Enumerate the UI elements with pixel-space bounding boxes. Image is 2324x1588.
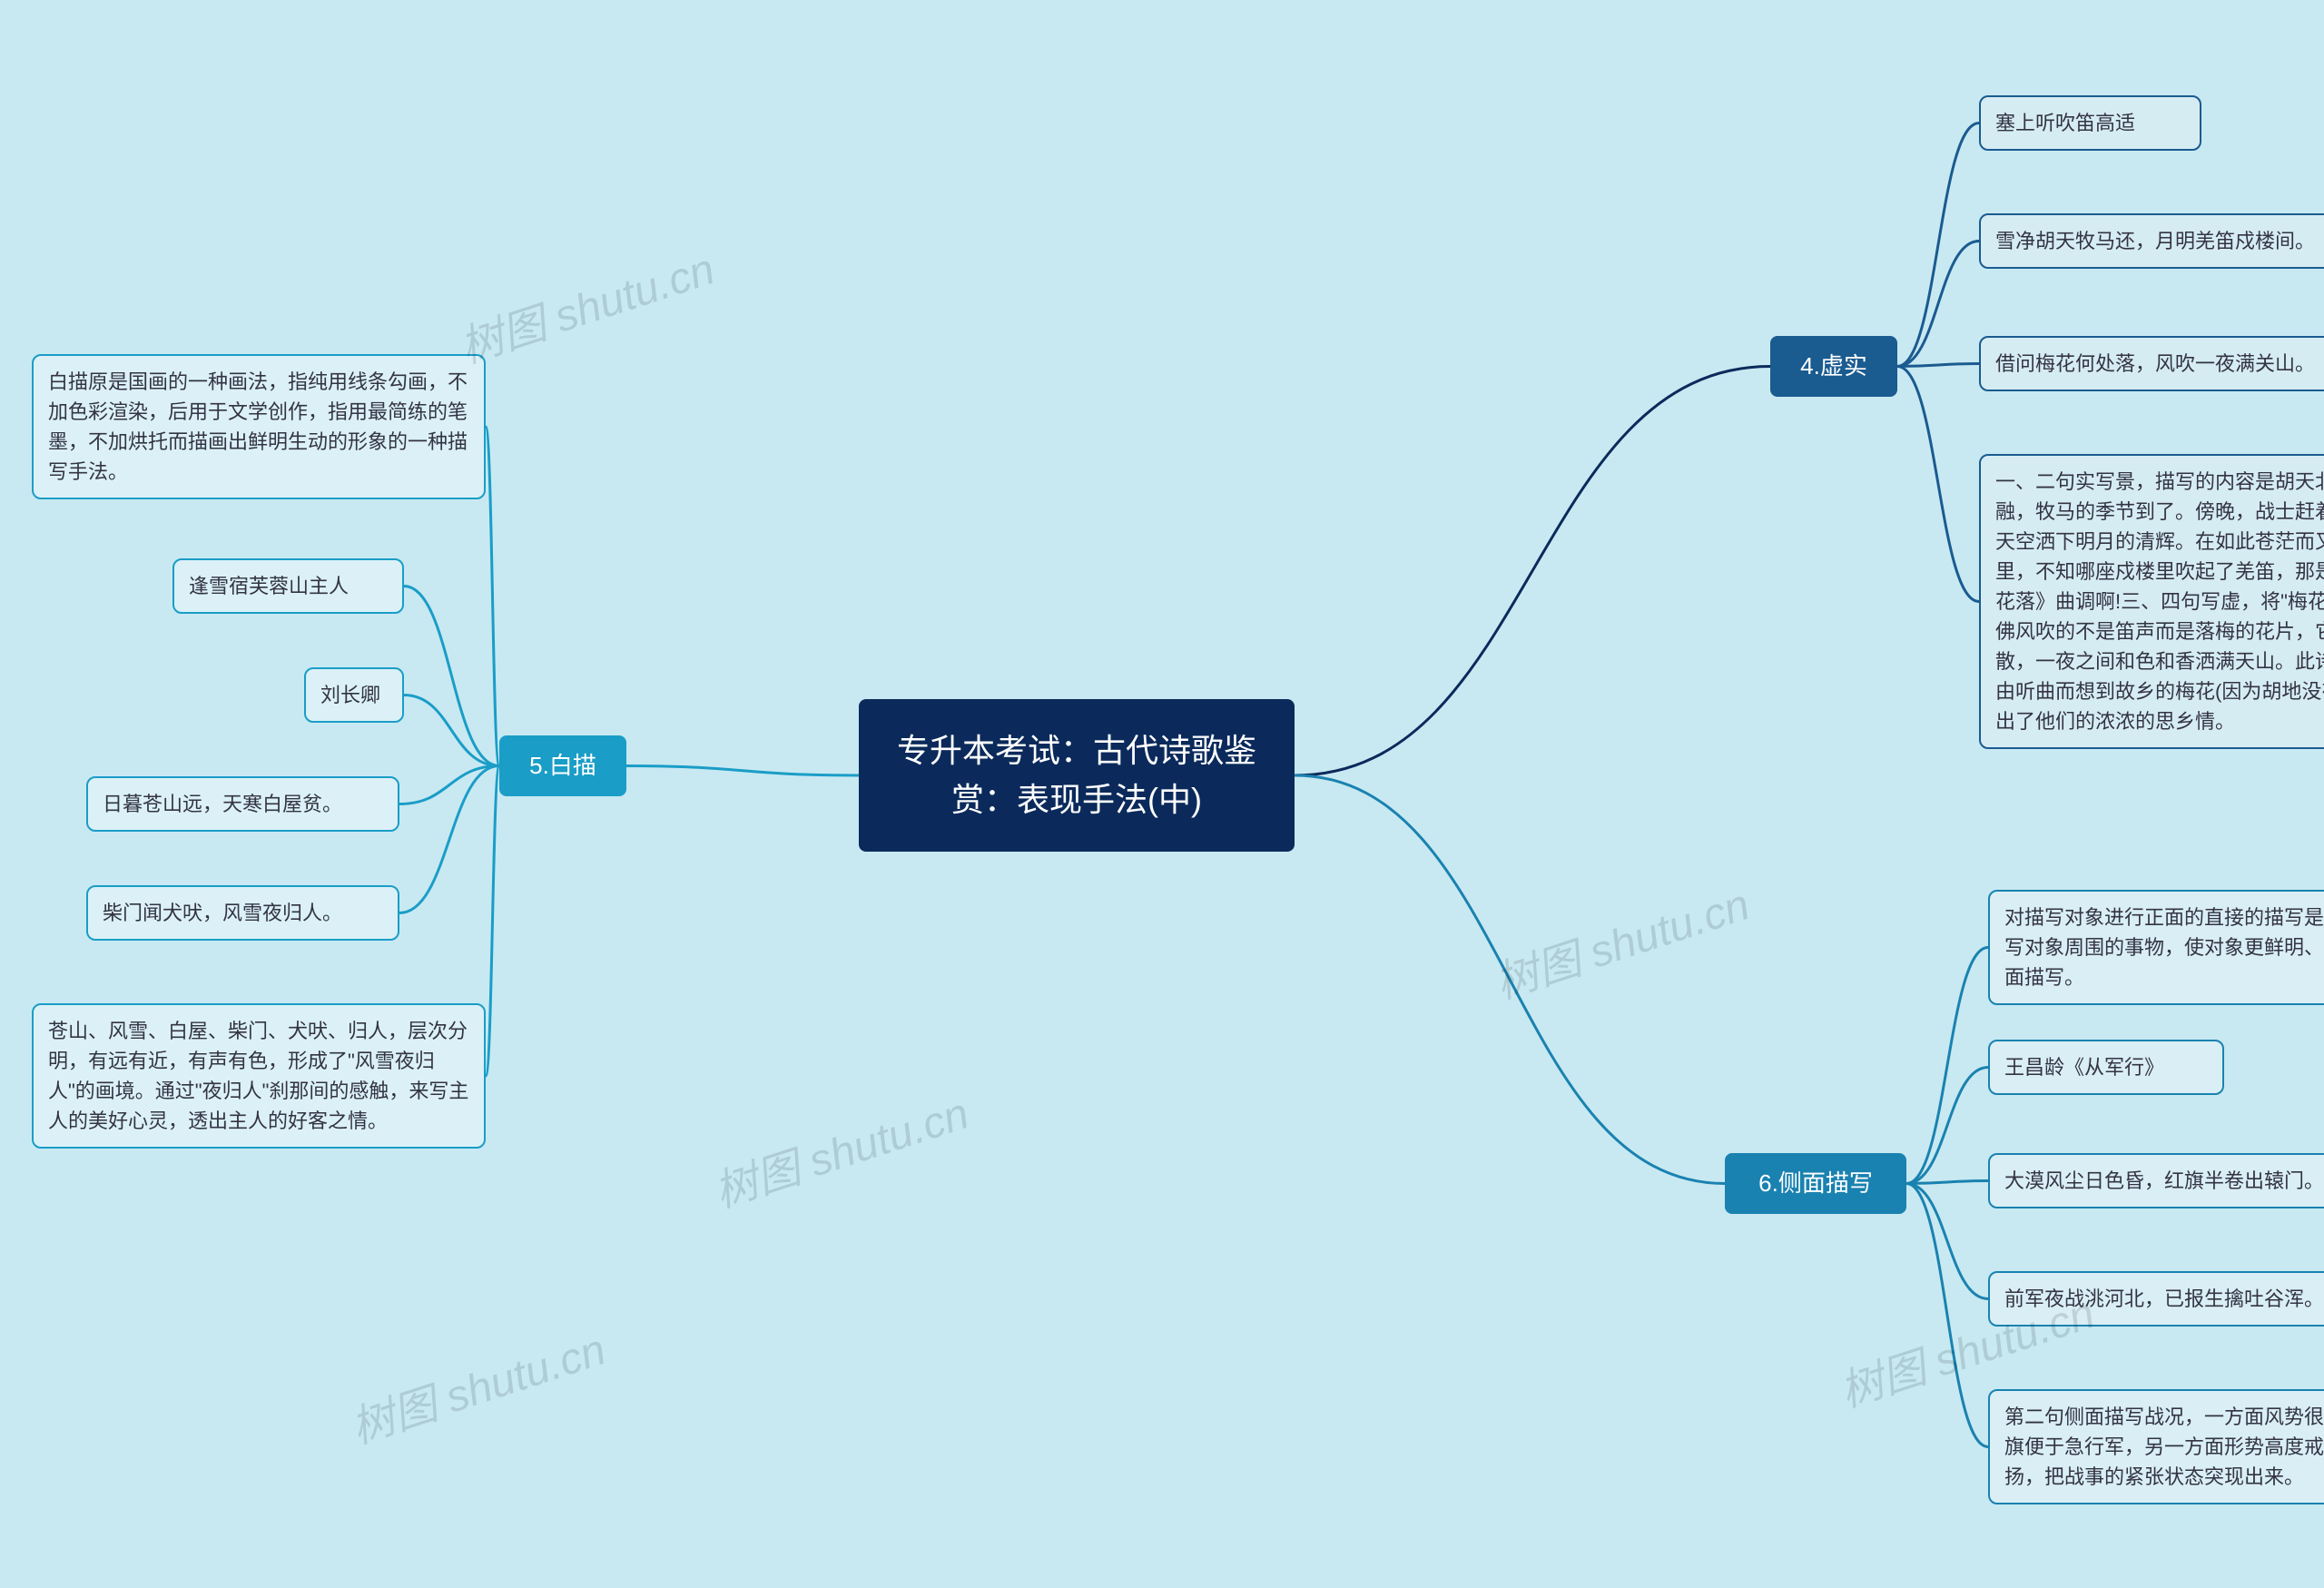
leaf-b5-2: 逢雪宿芙蓉山主人 <box>172 558 404 614</box>
leaf-b6-5: 第二句侧面描写战况，一方面风势很大，卷起红旗便于急行军，另一方面形势高度戒备，不… <box>1988 1389 2324 1504</box>
leaf-b4-1: 塞上听吹笛高适 <box>1979 95 2201 151</box>
leaf-b6-2-text: 王昌龄《从军行》 <box>2004 1056 2164 1079</box>
root-line2: 赏：表现手法(中) <box>890 775 1264 824</box>
watermark: 树图 shutu.cn <box>1485 869 1756 1011</box>
leaf-b5-3: 刘长卿 <box>304 667 404 723</box>
leaf-b5-5-text: 柴门闻犬吠，风雪夜归人。 <box>103 902 342 924</box>
leaf-b4-3: 借问梅花何处落，风吹一夜满关山。 <box>1979 336 2324 391</box>
root-node: 专升本考试：古代诗歌鉴 赏：表现手法(中) <box>859 699 1295 852</box>
leaf-b6-3-text: 大漠风尘日色昏，红旗半卷出辕门。 <box>2004 1169 2324 1192</box>
branch-4-label: 4.虚实 <box>1800 352 1867 380</box>
leaf-b4-2-text: 雪净胡天牧马还，月明羌笛戍楼间。 <box>1995 230 2315 252</box>
root-line1: 专升本考试：古代诗歌鉴 <box>890 726 1264 775</box>
branch-6-label: 6.侧面描写 <box>1758 1169 1873 1197</box>
leaf-b5-4: 日暮苍山远，天寒白屋贫。 <box>86 776 399 832</box>
leaf-b6-2: 王昌龄《从军行》 <box>1988 1040 2224 1095</box>
leaf-b5-6-text: 苍山、风雪、白屋、柴门、犬吠、归人，层次分明，有远有近，有声有色，形成了"风雪夜… <box>48 1020 468 1132</box>
branch-6-cemian: 6.侧面描写 <box>1725 1153 1906 1214</box>
leaf-b5-3-text: 刘长卿 <box>320 684 380 706</box>
leaf-b6-4: 前军夜战洮河北，已报生擒吐谷浑。 <box>1988 1271 2324 1327</box>
leaf-b6-1-text: 对描写对象进行正面的直接的描写是正面描写;描写对象周围的事物，使对象更鲜明、突出… <box>2004 906 2324 989</box>
leaf-b5-6: 苍山、风雪、白屋、柴门、犬吠、归人，层次分明，有远有近，有声有色，形成了"风雪夜… <box>32 1003 486 1149</box>
branch-5-baimiao: 5.白描 <box>499 735 626 796</box>
leaf-b6-1: 对描写对象进行正面的直接的描写是正面描写;描写对象周围的事物，使对象更鲜明、突出… <box>1988 890 2324 1005</box>
leaf-b5-2-text: 逢雪宿芙蓉山主人 <box>189 575 349 597</box>
leaf-b4-2: 雪净胡天牧马还，月明羌笛戍楼间。 <box>1979 213 2324 269</box>
leaf-b4-3-text: 借问梅花何处落，风吹一夜满关山。 <box>1995 352 2315 375</box>
leaf-b5-4-text: 日暮苍山远，天寒白屋贫。 <box>103 793 342 815</box>
mindmap-canvas: 专升本考试：古代诗歌鉴 赏：表现手法(中) 4.虚实 6.侧面描写 5.白描 塞… <box>0 0 2324 1588</box>
watermark: 树图 shutu.cn <box>450 233 721 375</box>
leaf-b5-1: 白描原是国画的一种画法，指纯用线条勾画，不加色彩渲染，后用于文学创作，指用最简练… <box>32 354 486 499</box>
watermark: 树图 shutu.cn <box>704 1078 975 1219</box>
leaf-b5-1-text: 白描原是国画的一种画法，指纯用线条勾画，不加色彩渲染，后用于文学创作，指用最简练… <box>48 370 468 483</box>
branch-4-xushi: 4.虚实 <box>1770 336 1897 397</box>
branch-5-label: 5.白描 <box>529 752 596 779</box>
leaf-b6-5-text: 第二句侧面描写战况，一方面风势很大，卷起红旗便于急行军，另一方面形势高度戒备，不… <box>2004 1406 2324 1488</box>
leaf-b6-3: 大漠风尘日色昏，红旗半卷出辕门。 <box>1988 1153 2324 1208</box>
leaf-b5-5: 柴门闻犬吠，风雪夜归人。 <box>86 885 399 941</box>
leaf-b4-4: 一、二句实写景，描写的内容是胡天北地，冰雪消融，牧马的季节到了。傍晚，战士赶着马… <box>1979 454 2324 749</box>
leaf-b4-4-text: 一、二句实写景，描写的内容是胡天北地，冰雪消融，牧马的季节到了。傍晚，战士赶着马… <box>1995 470 2324 733</box>
leaf-b4-1-text: 塞上听吹笛高适 <box>1995 112 2135 134</box>
watermark: 树图 shutu.cn <box>341 1314 612 1455</box>
leaf-b6-4-text: 前军夜战洮河北，已报生擒吐谷浑。 <box>2004 1287 2324 1310</box>
